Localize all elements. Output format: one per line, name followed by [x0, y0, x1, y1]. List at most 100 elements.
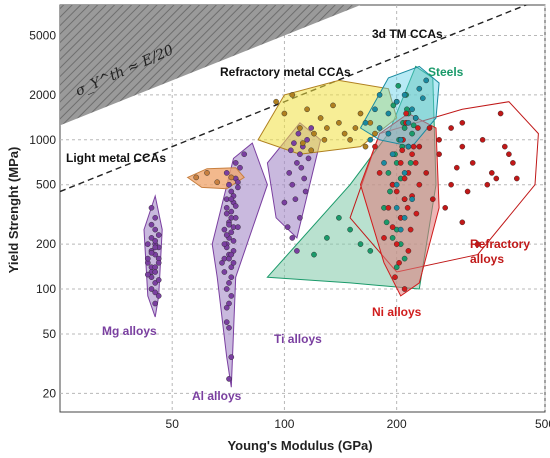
- marker-group0-18: [152, 264, 158, 271]
- marker-group0-21: [152, 238, 158, 244]
- y-axis-label: Yield Strenght (MPa): [6, 147, 21, 274]
- marker-group1-28: [226, 280, 232, 286]
- marker-group3-24: [389, 235, 396, 241]
- label-steels: Steels: [428, 65, 464, 79]
- marker-group5-17: [484, 181, 491, 188]
- marker-group7-19: [321, 136, 328, 143]
- y-tick-label: 1000: [29, 133, 56, 147]
- marker-group5-23: [464, 188, 471, 195]
- marker-group5-12: [459, 120, 466, 126]
- marker-group5-7: [497, 110, 504, 117]
- marker-group3-23: [393, 264, 400, 271]
- marker-group0-25: [148, 204, 155, 211]
- marker-group8-5: [389, 151, 396, 157]
- marker-group1-47: [241, 151, 247, 157]
- marker-group1-24: [228, 229, 235, 236]
- marker-group8-8: [381, 160, 387, 166]
- marker-group6-1: [204, 170, 210, 176]
- marker-group2-8: [301, 175, 308, 182]
- marker-group3-20: [387, 188, 393, 195]
- marker-group7-10: [330, 102, 336, 109]
- marker-group7-7: [324, 125, 330, 131]
- marker-group5-22: [453, 164, 460, 171]
- marker-group3-31: [347, 226, 353, 233]
- marker-group1-5: [221, 226, 228, 233]
- marker-group3-13: [409, 130, 415, 137]
- marker-group1-10: [223, 204, 230, 211]
- marker-group2-7: [297, 214, 303, 221]
- marker-group4-11: [407, 226, 414, 233]
- marker-group4-28: [399, 147, 406, 154]
- marker-group2-18: [289, 235, 296, 241]
- marker-group5-13: [429, 196, 436, 202]
- marker-group0-29: [152, 244, 158, 251]
- marker-group4-12: [396, 259, 402, 266]
- marker-group1-45: [235, 179, 241, 185]
- marker-group4-13: [392, 274, 398, 281]
- y-tick-label: 500: [36, 178, 56, 192]
- marker-group1-37: [232, 214, 239, 221]
- marker-group8-20: [419, 95, 426, 101]
- marker-group7-9: [347, 136, 353, 143]
- marker-group2-2: [297, 151, 303, 157]
- marker-group8-18: [416, 85, 423, 92]
- marker-group5-16: [474, 241, 481, 247]
- marker-group0-10: [155, 293, 162, 299]
- marker-group8-0: [376, 125, 383, 131]
- marker-group0-22: [144, 271, 151, 278]
- marker-group5-3: [459, 143, 466, 150]
- marker-group1-18: [223, 319, 230, 325]
- marker-group0-24: [152, 289, 158, 296]
- marker-group8-24: [376, 92, 383, 98]
- marker-group1-49: [226, 221, 232, 228]
- marker-group1-41: [221, 241, 228, 247]
- marker-group8-6: [397, 136, 404, 143]
- marker-group7-5: [304, 106, 310, 113]
- marker-group8-10: [401, 170, 408, 176]
- marker-group8-22: [362, 120, 369, 126]
- marker-group7-6: [317, 115, 324, 121]
- label-mg-alloys: Mg alloys: [102, 324, 157, 338]
- marker-group3-6: [401, 125, 408, 131]
- marker-group5-9: [514, 175, 520, 182]
- marker-group7-1: [281, 110, 288, 117]
- marker-group4-23: [372, 143, 378, 150]
- marker-group7-0: [273, 98, 279, 105]
- marker-group8-15: [385, 130, 392, 137]
- marker-group3-34: [324, 235, 330, 241]
- marker-group7-12: [367, 120, 374, 126]
- marker-group5-19: [510, 160, 516, 166]
- marker-group1-33: [226, 376, 232, 382]
- marker-group8-1: [385, 110, 392, 117]
- marker-group4-17: [415, 125, 421, 131]
- marker-group6-2: [214, 179, 220, 185]
- axes: 50 100 200 500 20 50 100 200 500 1000 2000 5000: [29, 28, 550, 431]
- marker-group4-24: [401, 175, 408, 182]
- marker-group1-26: [232, 160, 239, 166]
- marker-group8-13: [397, 226, 404, 233]
- marker-group2-12: [295, 130, 302, 137]
- marker-group7-18: [308, 147, 315, 154]
- marker-group7-17: [299, 140, 306, 146]
- marker-group3-29: [395, 83, 402, 89]
- marker-group1-17: [226, 300, 232, 307]
- marker-group1-0: [219, 259, 225, 266]
- marker-group1-46: [237, 164, 243, 171]
- marker-group4-19: [393, 188, 400, 195]
- marker-group4-15: [405, 248, 412, 254]
- marker-group0-4: [152, 226, 158, 233]
- marker-group3-10: [385, 170, 392, 176]
- marker-group4-25: [404, 204, 411, 211]
- marker-group0-23: [155, 259, 162, 266]
- marker-group8-2: [393, 98, 400, 105]
- marker-group4-20: [389, 224, 396, 230]
- marker-group2-4: [304, 136, 310, 143]
- marker-group0-28: [155, 277, 162, 283]
- marker-group3-32: [336, 214, 342, 221]
- y-tick-label: 2000: [29, 88, 56, 102]
- ni-alloys-region: [359, 112, 440, 297]
- marker-group1-48: [228, 196, 235, 202]
- marker-group2-11: [291, 140, 297, 146]
- y-tick-label: 200: [36, 237, 56, 251]
- marker-group0-27: [148, 249, 155, 256]
